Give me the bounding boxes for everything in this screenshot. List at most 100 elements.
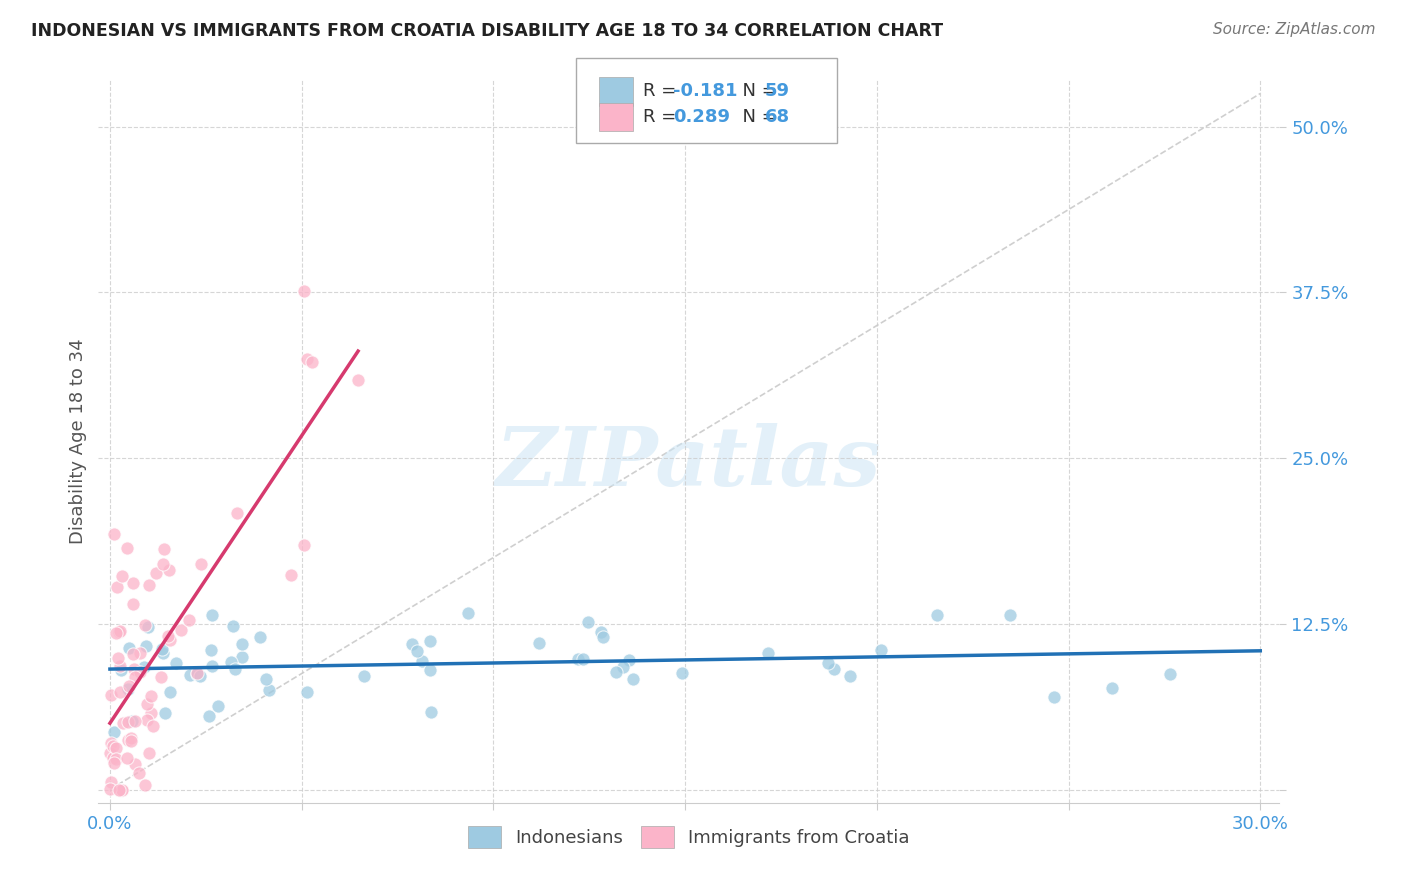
Point: [605, 665, 627, 679]
Point: [295, 685, 318, 699]
Point: [207, 699, 229, 714]
Point: [671, 665, 693, 680]
Point: [135, 697, 157, 711]
Point: [869, 642, 891, 657]
Point: [122, 662, 145, 676]
Text: 0.289: 0.289: [673, 108, 731, 126]
Point: [231, 649, 253, 664]
Point: [108, 658, 131, 673]
Point: [159, 632, 181, 647]
Point: [1101, 681, 1123, 695]
Point: [103, 751, 125, 765]
Point: [132, 660, 155, 674]
Point: [201, 607, 224, 622]
Point: [301, 355, 323, 369]
Point: [139, 690, 162, 704]
Point: [120, 734, 142, 748]
Point: [576, 615, 599, 630]
Point: [589, 625, 612, 640]
Point: [1042, 690, 1064, 704]
Point: [197, 709, 219, 723]
Point: [145, 566, 167, 580]
Text: ZIPatlas: ZIPatlas: [496, 423, 882, 503]
Point: [98, 781, 121, 796]
Point: [135, 639, 157, 653]
Point: [186, 667, 208, 681]
Point: [231, 637, 253, 651]
Point: [411, 654, 433, 668]
Point: [200, 659, 222, 673]
Point: [98, 747, 121, 761]
Point: [617, 653, 640, 667]
Point: [136, 620, 159, 634]
Point: [224, 662, 246, 676]
Point: [756, 647, 779, 661]
Text: 68: 68: [765, 108, 790, 126]
Point: [592, 630, 614, 644]
Point: [222, 619, 245, 633]
Point: [156, 629, 179, 643]
Point: [169, 623, 191, 637]
Point: [257, 683, 280, 698]
Point: [280, 567, 302, 582]
Point: [115, 750, 138, 764]
Point: [823, 662, 845, 676]
Point: [103, 526, 125, 541]
Point: [401, 636, 423, 650]
Point: [100, 688, 122, 702]
Point: [129, 646, 152, 660]
Point: [292, 538, 315, 552]
Text: N =: N =: [731, 108, 783, 126]
Point: [567, 652, 589, 666]
Point: [612, 660, 634, 674]
Y-axis label: Disability Age 18 to 34: Disability Age 18 to 34: [69, 339, 87, 544]
Point: [138, 577, 160, 591]
Point: [121, 576, 143, 591]
Point: [249, 631, 271, 645]
Point: [117, 733, 139, 747]
Point: [139, 706, 162, 720]
Point: [107, 651, 129, 665]
Point: [111, 715, 134, 730]
Point: [817, 656, 839, 670]
Text: R =: R =: [643, 108, 682, 126]
Point: [150, 642, 173, 657]
Point: [159, 685, 181, 699]
Point: [105, 580, 128, 594]
Point: [108, 782, 131, 797]
Point: [110, 782, 132, 797]
Point: [405, 644, 427, 658]
Point: [419, 705, 441, 719]
Point: [839, 669, 862, 683]
Point: [108, 624, 131, 638]
Point: [135, 714, 157, 728]
Point: [165, 657, 187, 671]
Point: [122, 647, 145, 661]
Point: [226, 506, 249, 520]
Point: [134, 618, 156, 632]
Point: [124, 714, 146, 728]
Point: [1159, 667, 1181, 681]
Point: [457, 606, 479, 620]
Point: [111, 782, 134, 797]
Point: [297, 352, 319, 367]
Point: [200, 643, 222, 657]
Point: [419, 633, 441, 648]
Text: 59: 59: [765, 82, 790, 100]
Text: Source: ZipAtlas.com: Source: ZipAtlas.com: [1212, 22, 1375, 37]
Point: [190, 557, 212, 571]
Point: [118, 641, 141, 656]
Point: [188, 669, 211, 683]
Point: [347, 373, 370, 387]
Point: [111, 569, 134, 583]
Point: [152, 542, 174, 557]
Point: [100, 775, 122, 789]
Point: [104, 625, 127, 640]
Point: [157, 563, 180, 577]
Point: [105, 752, 128, 766]
Point: [179, 613, 201, 627]
Point: [254, 673, 277, 687]
Legend: Indonesians, Immigrants from Croatia: Indonesians, Immigrants from Croatia: [461, 819, 917, 855]
Point: [623, 672, 645, 686]
Text: -0.181: -0.181: [673, 82, 738, 100]
